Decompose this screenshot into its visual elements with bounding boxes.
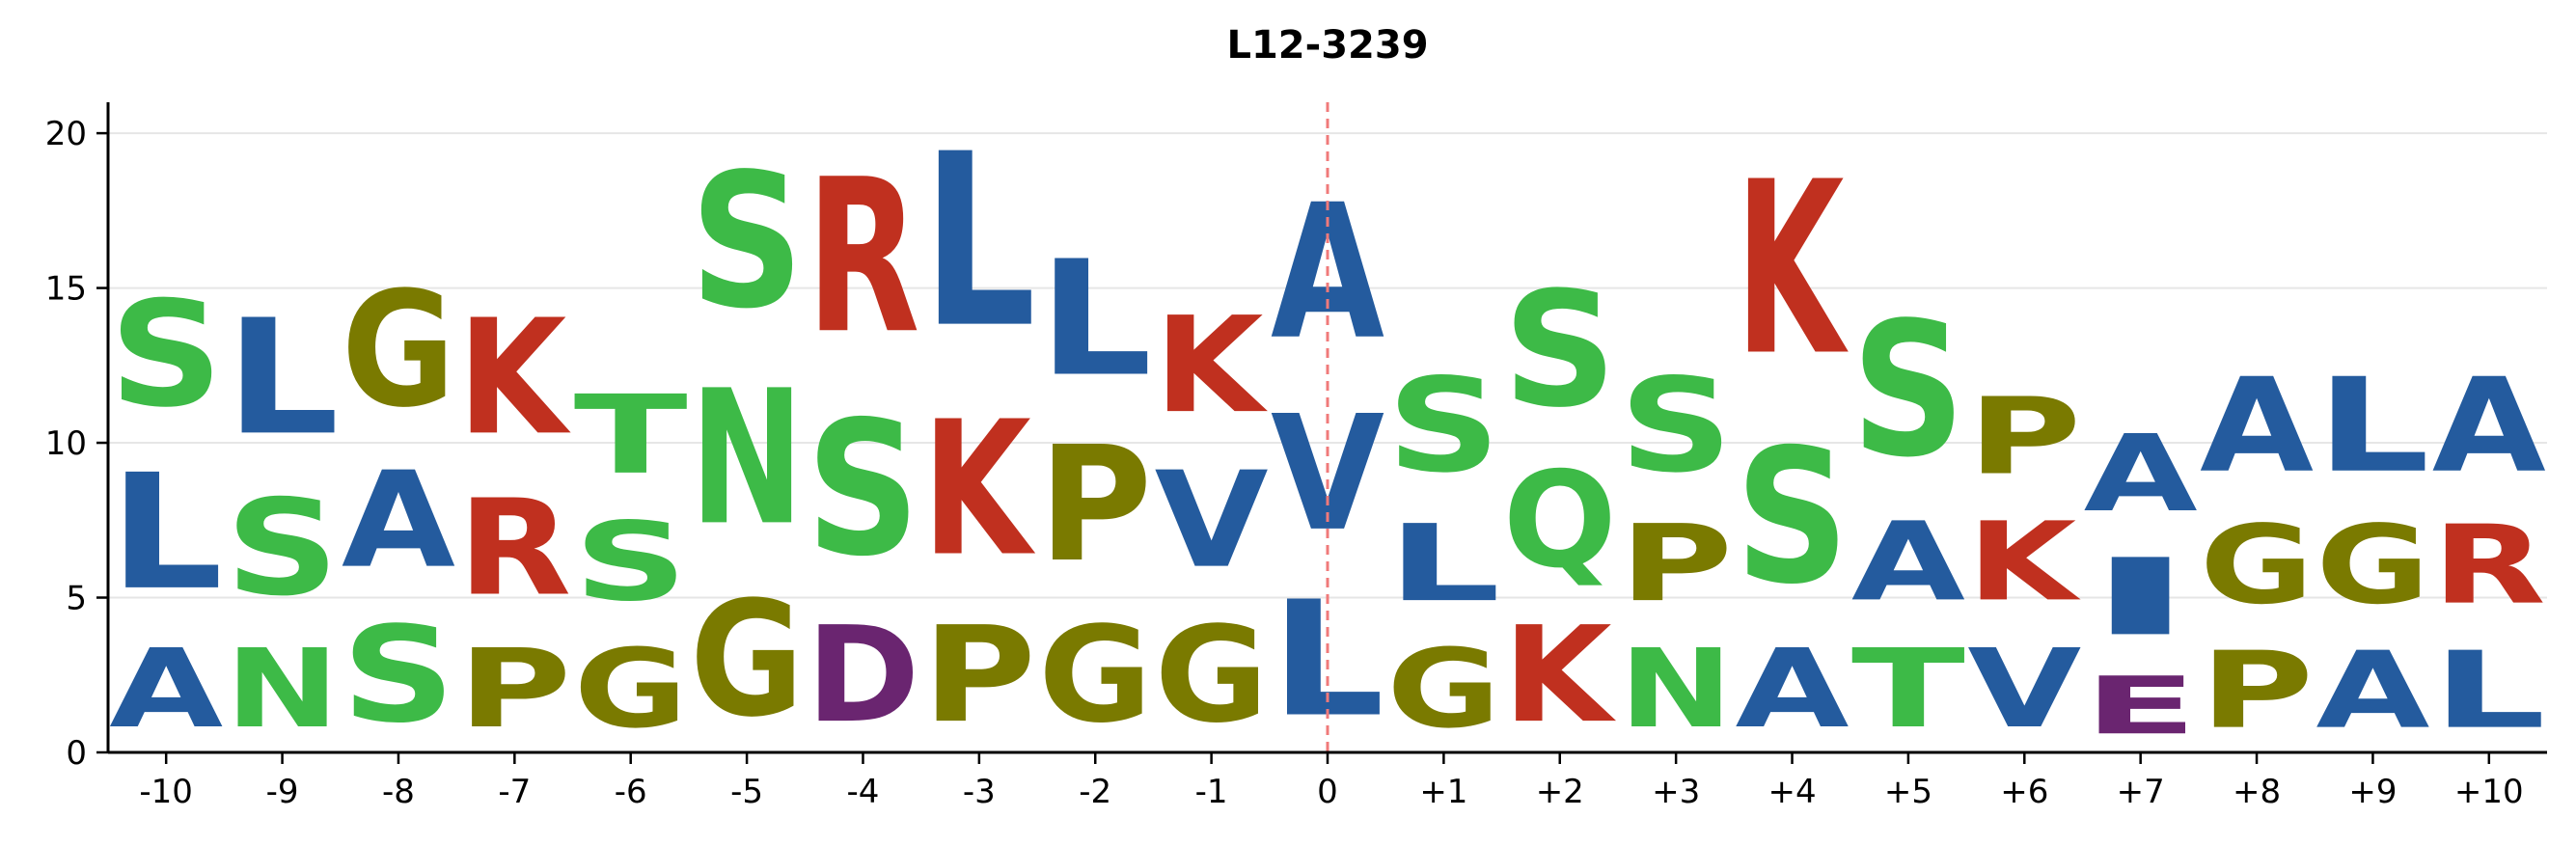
x-tick-label: +7: [2117, 773, 2165, 811]
logo-letter-s: S: [1386, 351, 1500, 502]
logo-letter-l: L: [1386, 502, 1500, 625]
logo-letter-g: G: [2200, 503, 2314, 629]
logo-letter-t: T: [1851, 627, 1965, 752]
logo-letter-s: S: [1851, 283, 1965, 499]
logo-letter-s: S: [1619, 351, 1733, 502]
logo-letter-l: L: [2432, 629, 2546, 752]
y-tick-label: 5: [66, 580, 87, 618]
chart-title: L12-3239: [1226, 23, 1428, 68]
logo-letter-t: T: [574, 373, 688, 499]
logo-letter-k: K: [1155, 289, 1268, 443]
logo-letter-k: K: [457, 286, 571, 471]
logo-letter-k: K: [1736, 130, 1850, 407]
logo-letter-r: R: [806, 133, 919, 380]
logo-letter-a: A: [2084, 413, 2198, 535]
x-tick-label: +4: [1768, 773, 1816, 811]
x-tick-label: -3: [963, 773, 996, 811]
logo-letter-l: L: [2316, 351, 2429, 502]
x-tick-label: -4: [847, 773, 880, 811]
logo-letter-v: V: [1155, 444, 1269, 598]
x-tick-label: 0: [1317, 773, 1338, 811]
logo-letter-s: S: [574, 500, 688, 625]
logo-letter-a: A: [2200, 350, 2314, 501]
logo-letter-a: A: [109, 626, 223, 752]
x-tick-label: -8: [382, 773, 415, 811]
x-tick-label: +8: [2233, 773, 2281, 811]
logo-letter-p: P: [1619, 503, 1733, 625]
logo-letter-s: S: [226, 471, 340, 625]
logo-letter-s: S: [690, 134, 804, 350]
y-tick-label: 15: [45, 270, 87, 309]
x-tick-label: -6: [615, 773, 647, 811]
x-tick-label: -5: [730, 773, 763, 811]
x-tick-label: -2: [1079, 773, 1111, 811]
logo-letter-r: R: [457, 472, 571, 625]
logo-letter-v: V: [1967, 626, 2081, 752]
logo-letter-k: K: [1503, 599, 1616, 752]
x-tick-label: +2: [1536, 773, 1584, 811]
x-tick-label: -9: [266, 773, 299, 811]
logo-letter-g: G: [574, 626, 688, 752]
logo-letter-r: R: [2432, 502, 2546, 628]
logo-letter-n: N: [690, 350, 804, 565]
x-tick-label: +9: [2348, 773, 2397, 811]
x-tick-label: -10: [139, 773, 193, 811]
logo-letter-s: S: [342, 598, 455, 752]
logo-letter-l: L: [922, 103, 1036, 380]
x-tick-label: +5: [1884, 773, 1932, 811]
logo-letter-l: L: [109, 441, 223, 626]
y-tick-label: 0: [66, 734, 87, 773]
logo-letter-l: L: [226, 286, 340, 471]
logo-letter-g: G: [1038, 599, 1152, 752]
logo-letter-k: K: [922, 383, 1036, 598]
logo-letter-g: G: [1386, 626, 1500, 752]
logo-letter-g: G: [1155, 599, 1269, 752]
logo-letter-p: P: [2200, 629, 2314, 751]
x-tick-label: +10: [2454, 773, 2524, 811]
y-axis-ticks: 0 5 10 15 20: [45, 115, 108, 773]
logo-letter-d: D: [806, 597, 919, 751]
x-tick-label: +3: [1652, 773, 1700, 811]
logo-letter-a: A: [1851, 499, 1965, 625]
logo-letter-p: P: [457, 626, 571, 752]
y-tick-label: 20: [45, 115, 87, 153]
x-tick-label: -7: [498, 773, 531, 811]
x-tick-label: +6: [2000, 773, 2048, 811]
logo-letter-s: S: [1736, 410, 1850, 626]
y-tick-label: 10: [45, 424, 87, 463]
logo-letter-v: V: [1271, 382, 1384, 566]
logo-letter-k: K: [1967, 499, 2081, 625]
logo-letter-p: P: [922, 598, 1036, 752]
logo-letter-n: N: [1619, 627, 1733, 753]
logo-letter-p: P: [1038, 413, 1152, 597]
logo-letter-s: S: [806, 382, 919, 598]
x-tick-label: -1: [1195, 773, 1228, 811]
logo-letter-s: S: [1503, 258, 1617, 442]
logo-letter-a: A: [1736, 626, 1850, 752]
x-tick-label: +1: [1419, 773, 1467, 811]
logo-letter-p: P: [1967, 375, 2081, 498]
logo-letter-g: G: [342, 259, 455, 443]
logo-letter-l: L: [1038, 227, 1152, 412]
logo-letter-g: G: [690, 568, 804, 752]
x-axis-ticks: -10 -9 -8 -7 -6 -5 -4 -3 -2 -1 0 +1 +2 +3 +4 +5 +6 +7 +8 +9…: [139, 752, 2524, 811]
logo-letter-s: S: [109, 271, 223, 440]
logo-letter-n: N: [226, 627, 340, 753]
logo-letter-q: Q: [1503, 443, 1617, 597]
logo-letter-e: E: [2084, 660, 2198, 752]
logo-letter-a: A: [342, 444, 455, 598]
logo-letters: ALSNSLSAGPRKGSTGNSDSRPKLGPLGVKLVAGLSKQSN…: [109, 103, 2546, 752]
logo-letter-g: G: [2316, 503, 2429, 629]
logo-letter-a: A: [2316, 630, 2429, 752]
logo-letter-i: I: [2084, 536, 2198, 660]
logo-letter-a: A: [2432, 350, 2546, 501]
